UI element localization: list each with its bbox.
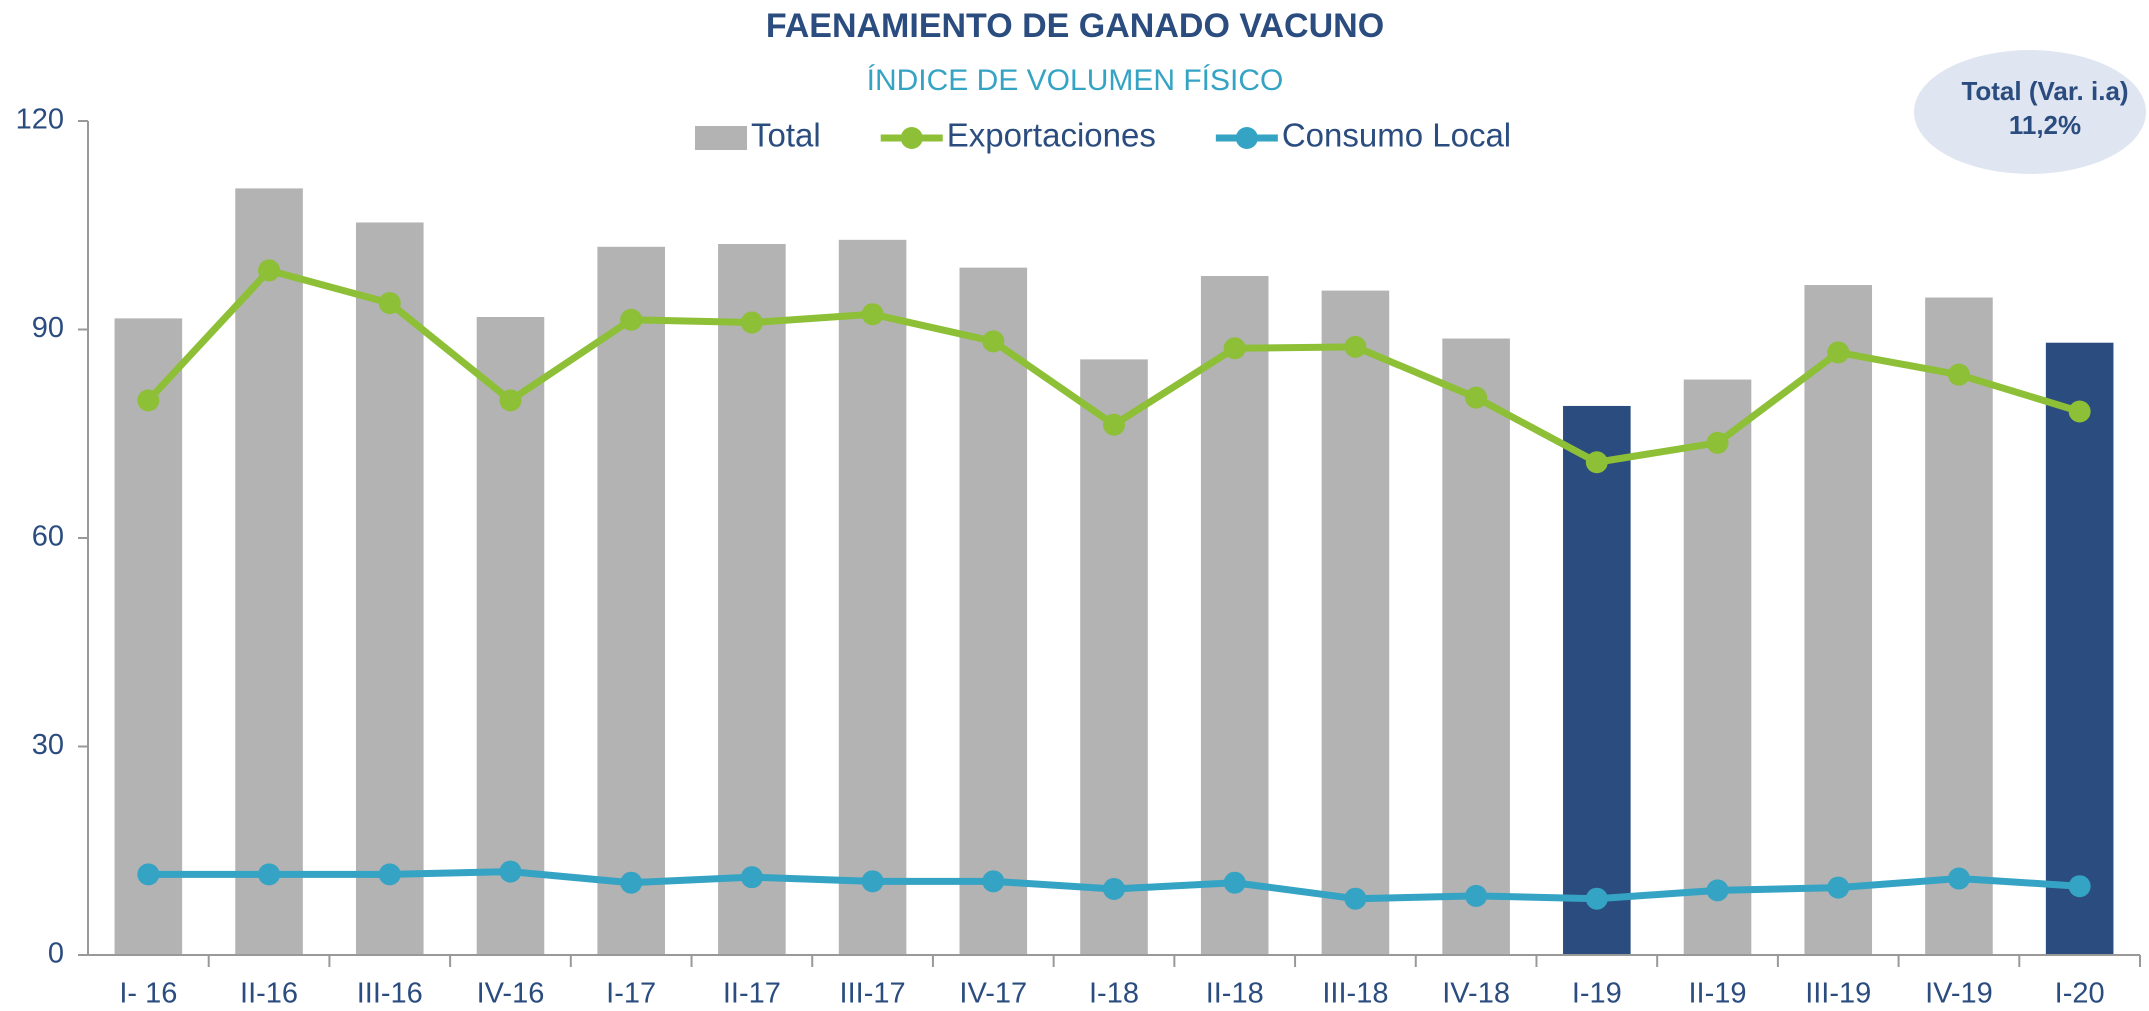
point xyxy=(1223,337,1246,360)
chart-title: FAENAMIENTO DE GANADO VACUNO xyxy=(766,7,1384,45)
bar xyxy=(838,239,907,956)
x-tick-label: II-19 xyxy=(1689,978,1747,1010)
bar xyxy=(2045,342,2114,956)
point xyxy=(1103,413,1125,436)
legend-swatch xyxy=(1235,127,1258,149)
point xyxy=(1465,884,1488,907)
point xyxy=(620,871,643,894)
point xyxy=(740,866,763,889)
bar xyxy=(476,316,545,955)
point xyxy=(1947,867,1970,890)
point xyxy=(499,389,522,412)
point xyxy=(1947,363,1970,386)
point xyxy=(2068,875,2091,898)
point xyxy=(1585,887,1608,910)
y-tick-label: 90 xyxy=(32,312,64,344)
x-tick-label: II-16 xyxy=(240,978,298,1010)
x-tick-label: I-17 xyxy=(606,978,656,1010)
point xyxy=(1706,431,1729,454)
bar xyxy=(235,188,303,956)
point xyxy=(1827,341,1850,364)
point xyxy=(1223,871,1246,894)
bar xyxy=(1080,359,1148,955)
y-tick-label: 120 xyxy=(16,104,64,136)
x-tick-label: IV-18 xyxy=(1442,978,1510,1010)
legend-label: Consumo Local xyxy=(1282,117,1511,154)
bar xyxy=(959,267,1028,955)
x-tick-label: I-18 xyxy=(1089,978,1139,1010)
y-tick-label: 60 xyxy=(32,521,64,553)
point xyxy=(258,259,281,282)
bar xyxy=(1442,338,1510,955)
point xyxy=(137,863,160,886)
x-tick-label: III-19 xyxy=(1805,978,1871,1010)
x-tick-label: II-18 xyxy=(1206,978,1264,1010)
point xyxy=(1344,887,1367,910)
bar xyxy=(1683,379,1752,955)
y-tick-label: 0 xyxy=(48,938,64,970)
point xyxy=(2068,400,2091,423)
x-tick-label: IV-17 xyxy=(959,978,1027,1010)
point xyxy=(1465,386,1488,409)
bar xyxy=(114,318,183,955)
point xyxy=(620,308,643,331)
legend-swatch xyxy=(900,127,923,149)
chart-subtitle: ÍNDICE DE VOLUMEN FÍSICO xyxy=(867,64,1284,97)
x-tick-label: IV-16 xyxy=(477,978,545,1010)
point xyxy=(378,863,401,886)
point xyxy=(378,292,401,315)
bar xyxy=(1804,285,1873,955)
x-tick-label: III-16 xyxy=(357,978,423,1010)
point xyxy=(740,311,763,334)
x-tick-label: III-17 xyxy=(840,978,906,1010)
bar xyxy=(597,246,665,956)
bar xyxy=(1321,290,1390,956)
x-tick-label: I-20 xyxy=(2055,978,2105,1010)
point xyxy=(1103,877,1125,900)
x-tick-label: II-17 xyxy=(723,978,781,1010)
point xyxy=(861,870,884,893)
point xyxy=(982,330,1005,353)
x-tick-label: III-18 xyxy=(1322,978,1388,1010)
bar xyxy=(1925,297,1993,955)
annotation-value: 11,2% xyxy=(2009,110,2081,140)
point xyxy=(1585,451,1608,474)
point xyxy=(861,303,884,326)
x-tick-label: I-19 xyxy=(1572,978,1622,1010)
bar xyxy=(1200,275,1269,955)
x-tick-label: I- 16 xyxy=(119,978,177,1010)
annotation-bubble xyxy=(1914,50,2146,174)
point xyxy=(982,870,1005,893)
point xyxy=(1827,876,1850,899)
bar xyxy=(718,244,786,955)
bar xyxy=(1563,405,1631,955)
legend-swatch xyxy=(695,126,747,150)
point xyxy=(1706,879,1729,902)
bar xyxy=(355,222,424,956)
point xyxy=(499,860,522,883)
legend-label: Exportaciones xyxy=(947,117,1156,154)
annotation-title: Total (Var. i.a) xyxy=(1961,76,2128,106)
legend-label: Total xyxy=(751,117,821,154)
y-tick-label: 30 xyxy=(32,729,64,761)
point xyxy=(1344,335,1367,358)
point xyxy=(137,389,160,412)
x-tick-label: IV-19 xyxy=(1925,978,1993,1010)
point xyxy=(258,863,281,886)
